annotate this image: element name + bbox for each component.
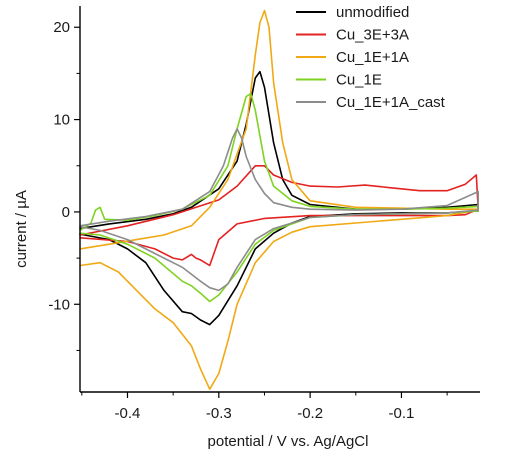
axes-layer [79, 6, 480, 393]
series-layer [79, 9, 480, 391]
y-axis-label: current / µA [13, 190, 30, 268]
x-tick-label: -0.4 [115, 405, 141, 422]
x-tick-label: -0.1 [389, 405, 415, 422]
x-axis-label: potential / V vs. Ag/AgCl [208, 433, 369, 450]
legend-label: Cu_1E [336, 72, 382, 89]
legend: unmodified Cu_3E+3A Cu_1E+1A Cu_1E Cu_1E+1A_… [296, 4, 446, 111]
legend-label: Cu_3E+3A [336, 27, 409, 44]
y-tick-label: 20 [53, 19, 70, 36]
series-line-4 [79, 92, 480, 303]
y-tick-label: 10 [53, 112, 70, 129]
ticks-layer: -0.4 -0.3 -0.2 -0.1 20 10 0 -10 [48, 19, 448, 422]
y-tick-label: 0 [62, 204, 70, 221]
series-line-5 [79, 128, 480, 292]
series-line-3 [79, 9, 480, 391]
x-tick-label: -0.2 [297, 405, 323, 422]
legend-label: Cu_1E+1A_cast [336, 94, 446, 111]
legend-label: unmodified [336, 4, 409, 21]
x-tick-label: -0.3 [206, 405, 232, 422]
y-tick-label: -10 [48, 296, 70, 313]
legend-label: Cu_1E+1A [336, 49, 409, 66]
